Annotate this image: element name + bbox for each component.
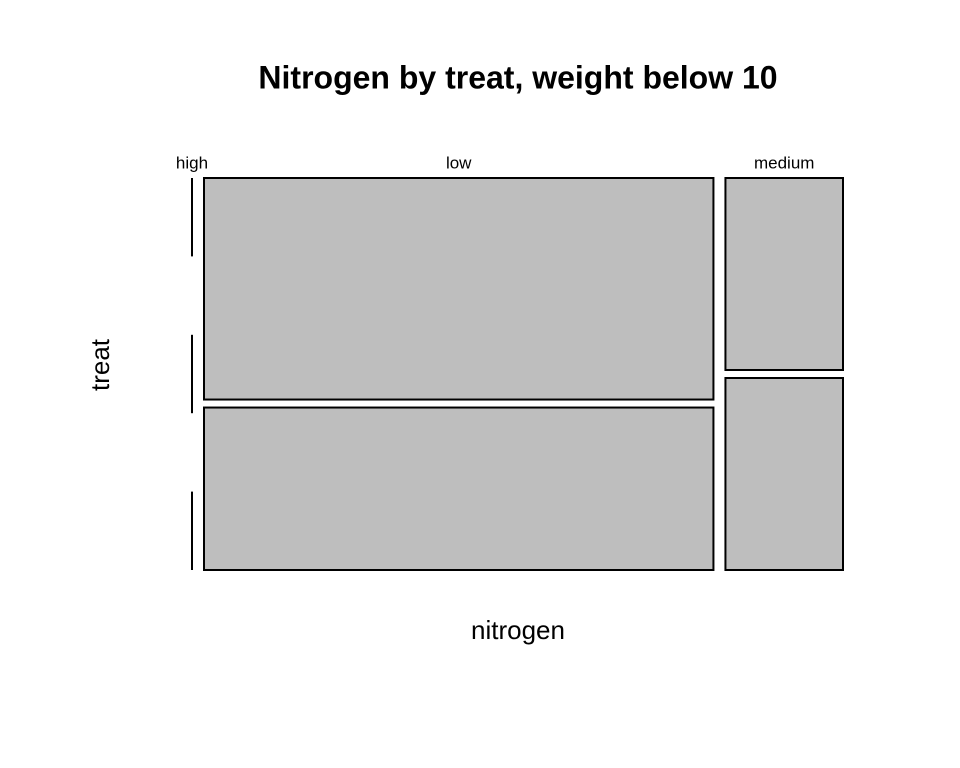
chart-title: Nitrogen by treat, weight below 10 [258,59,777,95]
mosaic-cell [203,406,715,571]
mosaic-cell [203,177,715,401]
mosaic-cell [724,177,844,371]
column-label: high [176,153,208,172]
column-label: medium [754,153,814,172]
y-axis-label: treat [85,338,115,391]
mosaic-cell [724,377,844,571]
x-axis-label: nitrogen [471,615,565,645]
column-label: low [446,153,472,172]
